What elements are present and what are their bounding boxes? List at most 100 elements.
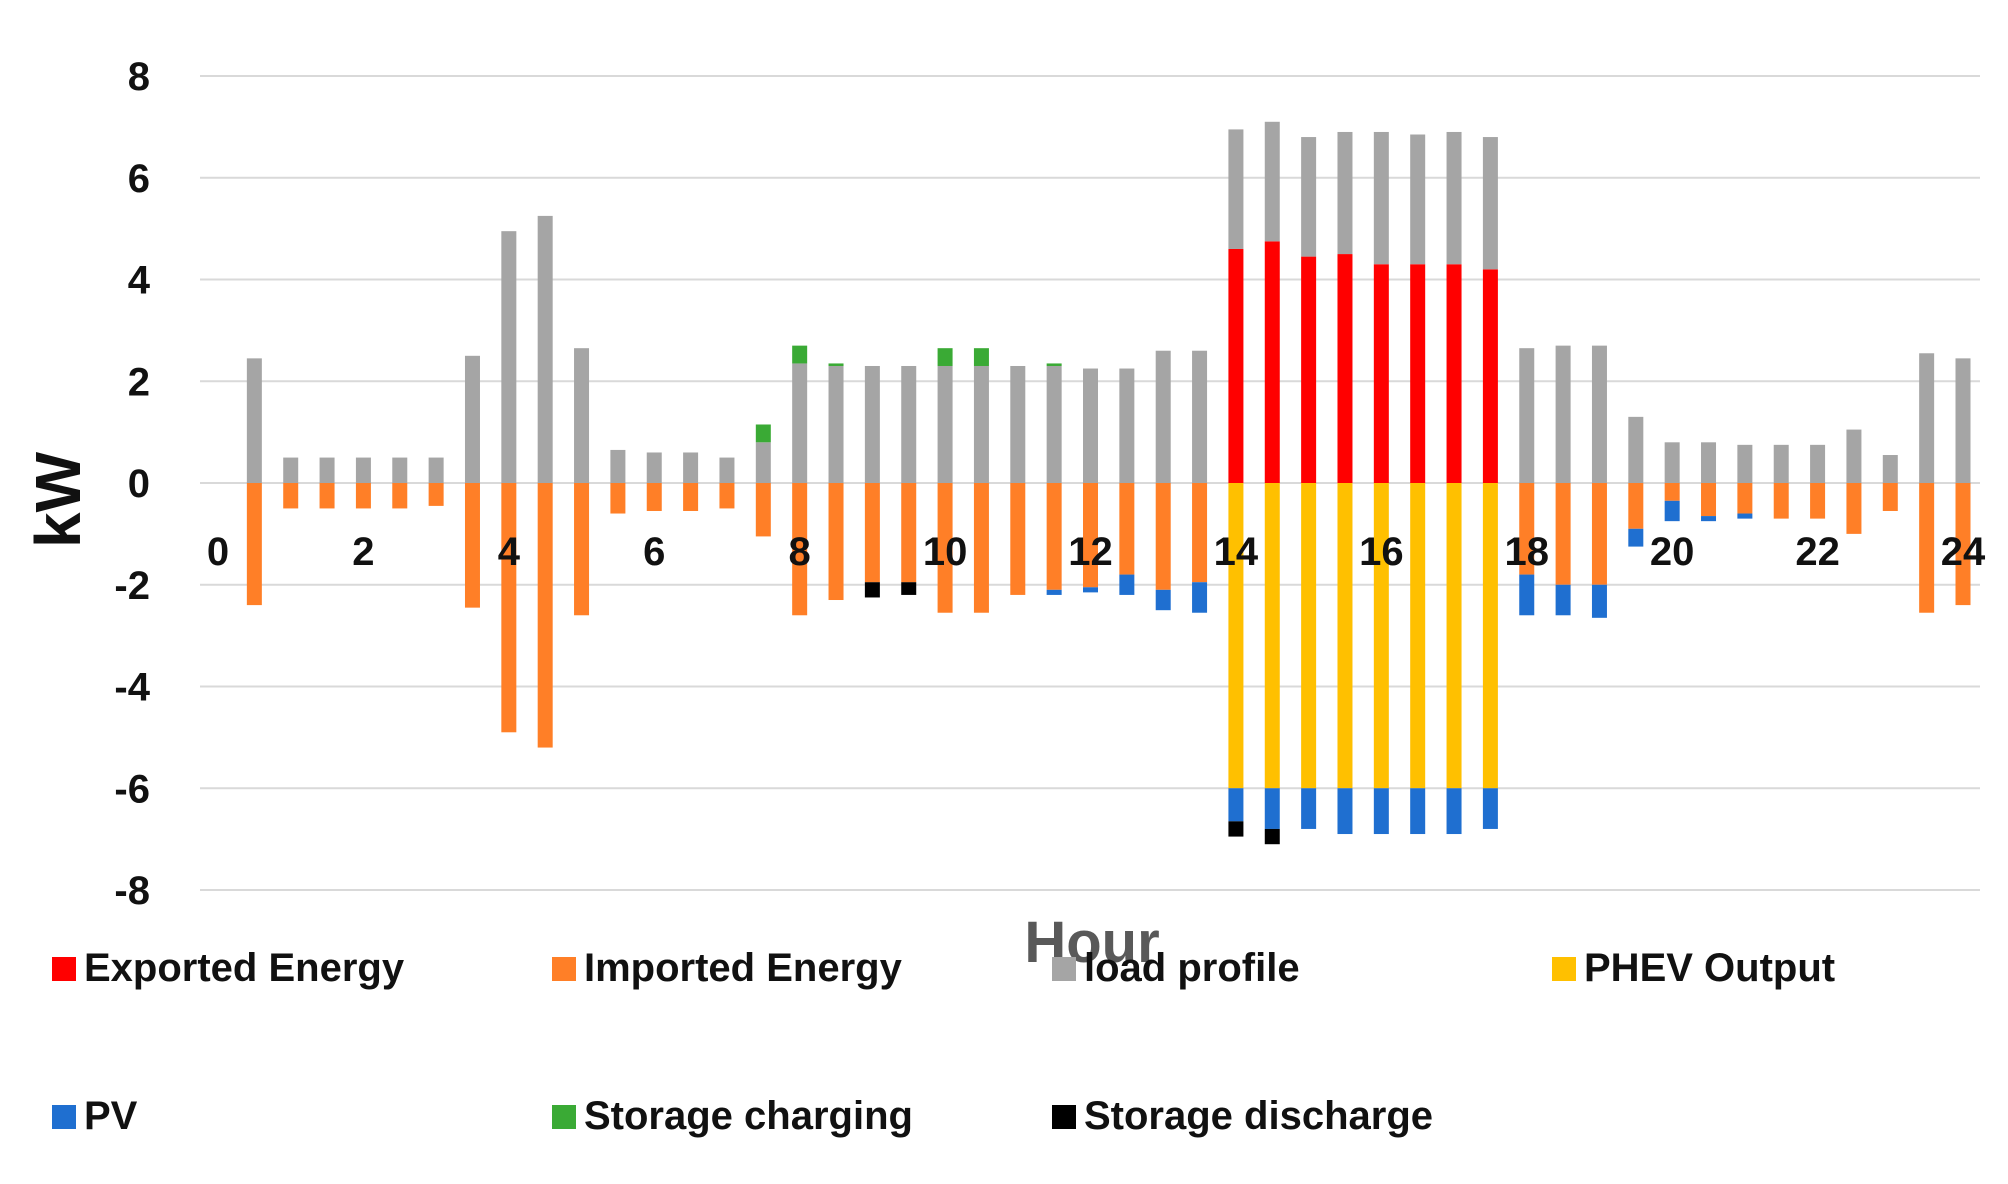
bar-imported-energy	[1664, 483, 1680, 501]
bar-imported-energy	[1555, 483, 1571, 585]
bar-imported-energy	[828, 483, 844, 601]
bar-storage-charging	[973, 348, 989, 366]
bar-storage-discharge	[901, 582, 917, 595]
bar-load-profile	[610, 449, 626, 483]
bar-imported-energy	[1810, 483, 1826, 519]
y-tick-label: -2	[114, 564, 150, 608]
x-tick-label: 8	[789, 530, 811, 574]
bar-pv	[1519, 574, 1535, 616]
bar-imported-energy	[1119, 483, 1135, 575]
bar-imported-energy	[574, 483, 590, 616]
bar-load-profile	[1955, 358, 1971, 483]
bar-load-profile	[1519, 348, 1535, 483]
bar-exported-energy	[1264, 241, 1280, 483]
bar-load-profile	[1810, 444, 1826, 483]
bar-load-profile	[719, 457, 735, 483]
bar-imported-energy	[283, 483, 299, 509]
bar-imported-energy	[428, 483, 444, 506]
bar-pv	[1046, 589, 1062, 595]
bar-pv	[1192, 582, 1208, 613]
bar-imported-energy	[1846, 483, 1862, 534]
bar-imported-energy	[1155, 483, 1171, 590]
bar-phev-output	[1301, 483, 1317, 789]
bar-imported-energy	[319, 483, 335, 509]
bar-imported-energy	[719, 483, 735, 509]
bar-pv	[1628, 528, 1644, 547]
bar-load-profile	[1555, 345, 1571, 483]
bar-pv	[1446, 788, 1462, 835]
x-axis-title: Hour	[1024, 910, 1159, 975]
x-tick-label: 14	[1214, 530, 1259, 574]
bar-pv	[1083, 587, 1098, 593]
bar-load-profile	[246, 358, 262, 483]
bar-imported-energy	[1701, 483, 1717, 517]
bar-load-profile	[1155, 350, 1171, 483]
bar-pv	[1373, 788, 1389, 835]
y-tick-label: 0	[128, 462, 150, 506]
bar-imported-energy	[973, 483, 989, 613]
bar-pv	[1301, 788, 1317, 829]
bar-load-profile	[537, 215, 553, 483]
y-tick-label: 6	[128, 157, 150, 201]
bar-load-profile	[392, 457, 408, 483]
bar-pv	[1119, 574, 1135, 595]
bar-load-profile	[1046, 365, 1062, 483]
bar-load-profile	[1446, 131, 1462, 265]
bar-imported-energy	[1955, 483, 1971, 606]
bar-imported-energy	[392, 483, 408, 509]
bar-load-profile	[1083, 368, 1098, 483]
bar-load-profile	[1591, 345, 1607, 483]
bar-load-profile	[1010, 365, 1026, 483]
bar-imported-energy	[1591, 483, 1607, 585]
bar-imported-energy	[1919, 483, 1935, 613]
bar-pv	[1337, 788, 1353, 835]
bar-load-profile	[574, 348, 590, 483]
bar-pv	[1737, 513, 1753, 519]
bar-load-profile	[283, 457, 299, 483]
bar-load-profile	[1737, 444, 1753, 483]
bar-load-profile	[937, 365, 953, 483]
bar-storage-discharge	[864, 582, 880, 598]
y-axis-title: kW	[22, 451, 94, 548]
bar-imported-energy	[646, 483, 662, 511]
bar-imported-energy	[792, 483, 808, 616]
bar-load-profile	[1482, 137, 1498, 270]
bar-imported-energy	[464, 483, 480, 608]
bar-imported-energy	[1519, 483, 1535, 575]
bar-exported-energy	[1373, 264, 1389, 483]
bar-load-profile	[1882, 455, 1898, 483]
bar-imported-energy	[610, 483, 626, 514]
bar-imported-energy	[501, 483, 517, 733]
bar-imported-energy	[537, 483, 553, 748]
bar-imported-energy	[355, 483, 371, 509]
bar-phev-output	[1482, 483, 1498, 789]
bar-storage-charging	[755, 424, 771, 443]
bar-pv	[1228, 788, 1244, 822]
bar-load-profile	[683, 452, 699, 483]
bar-pv	[1701, 516, 1717, 522]
bar-phev-output	[1264, 483, 1280, 789]
x-tick-label: 24	[1941, 530, 1986, 574]
y-tick-label: 8	[128, 55, 150, 99]
bar-exported-energy	[1337, 254, 1353, 483]
x-tick-label: 16	[1359, 530, 1404, 574]
bar-load-profile	[755, 442, 771, 483]
x-tick-label: 10	[923, 530, 968, 574]
bar-load-profile	[1373, 131, 1389, 265]
bar-load-profile	[973, 365, 989, 483]
bar-imported-energy	[1010, 483, 1026, 595]
bar-load-profile	[1664, 442, 1680, 483]
x-tick-label: 18	[1505, 530, 1550, 574]
bar-load-profile	[901, 365, 917, 483]
y-tick-label: -4	[114, 666, 150, 710]
bar-storage-charging	[1046, 363, 1062, 366]
bars	[246, 121, 1971, 845]
bar-imported-energy	[1046, 483, 1062, 590]
bar-pv	[1482, 788, 1498, 829]
x-tick-label: 2	[352, 530, 374, 574]
bar-imported-energy	[755, 483, 771, 537]
bar-pv	[1155, 589, 1171, 611]
bar-load-profile	[864, 365, 880, 483]
bar-pv	[1664, 500, 1680, 522]
